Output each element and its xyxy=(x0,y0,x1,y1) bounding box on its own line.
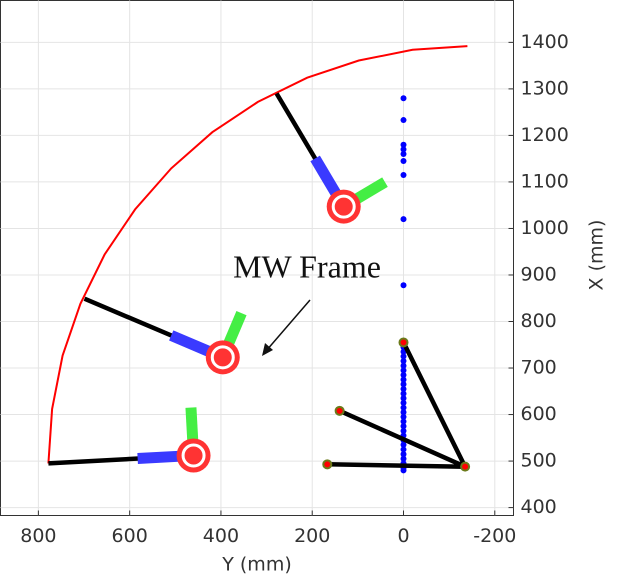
point xyxy=(400,372,407,379)
point xyxy=(400,117,407,124)
point xyxy=(400,146,407,153)
point xyxy=(400,216,407,223)
point xyxy=(400,141,407,148)
x-axis-label: Y (mm) xyxy=(221,554,292,576)
grid xyxy=(0,0,514,516)
point xyxy=(400,395,407,402)
point xyxy=(400,409,407,416)
frame-target-ring xyxy=(331,194,356,219)
y-tick-label: 900 xyxy=(521,263,557,285)
annotation-arrow xyxy=(265,299,311,352)
point xyxy=(400,171,407,178)
y-axis-label: X (mm) xyxy=(586,220,608,291)
x-tick-label: 200 xyxy=(294,525,330,547)
point xyxy=(400,353,407,360)
plot-area xyxy=(0,0,514,516)
frame xyxy=(137,407,211,473)
frame-axis-green xyxy=(352,177,388,205)
point xyxy=(400,427,407,434)
point xyxy=(400,418,407,425)
y-tick-label: 1000 xyxy=(521,217,569,239)
y-tick-label: 400 xyxy=(521,496,557,518)
annotation-arrowhead xyxy=(262,343,273,356)
y-tick-label: 500 xyxy=(521,450,557,472)
point xyxy=(400,441,407,448)
frame-axis-green xyxy=(185,407,199,443)
y-tick-label: 1200 xyxy=(521,124,569,146)
frame-target-core xyxy=(215,350,230,365)
point xyxy=(400,381,407,388)
point xyxy=(400,362,407,369)
frame-axis-blue xyxy=(169,330,213,358)
y-tick-label: 800 xyxy=(521,310,557,332)
point xyxy=(400,367,407,374)
frame-target-ring xyxy=(181,443,206,468)
y-tick-label: 1100 xyxy=(521,170,569,192)
point xyxy=(400,385,407,392)
line xyxy=(327,341,468,469)
x-tick-label: 0 xyxy=(397,525,409,547)
axes: 800 600 400 200 0 -20040050060070080090010001… xyxy=(20,31,569,547)
frame xyxy=(169,310,247,375)
point xyxy=(400,446,407,453)
point xyxy=(334,405,345,416)
point xyxy=(400,358,407,365)
y-tick-label: 1300 xyxy=(521,77,569,99)
y-tick-label: 600 xyxy=(521,403,557,425)
frame-target-core xyxy=(336,199,351,214)
point xyxy=(398,337,409,348)
point xyxy=(400,404,407,411)
point xyxy=(400,390,407,397)
x-tick-label: 400 xyxy=(203,525,239,547)
point xyxy=(400,95,407,102)
point xyxy=(400,158,407,165)
frame-axis-green xyxy=(222,310,247,348)
frame xyxy=(310,155,388,224)
x-tick-label: 800 xyxy=(20,525,56,547)
point xyxy=(322,459,333,470)
point xyxy=(460,461,471,472)
frame-target-ring xyxy=(210,345,235,370)
point xyxy=(400,376,407,383)
frame-axis-blue xyxy=(137,450,181,465)
frame-axis-blue xyxy=(310,155,342,199)
point xyxy=(400,151,407,158)
point xyxy=(400,282,407,289)
x-tick-label: 600 xyxy=(112,525,148,547)
y-tick-label: 700 xyxy=(521,357,557,379)
x-tick-label: -200 xyxy=(473,525,516,547)
point xyxy=(400,467,407,474)
annotation: MW Frame xyxy=(233,248,381,284)
point xyxy=(400,451,407,458)
point xyxy=(400,455,407,462)
line xyxy=(47,45,468,464)
point xyxy=(400,399,407,406)
y-tick-label: 1400 xyxy=(521,31,569,53)
marks xyxy=(47,45,471,474)
frame-target-core xyxy=(186,448,201,463)
point xyxy=(400,423,407,430)
point xyxy=(400,413,407,420)
